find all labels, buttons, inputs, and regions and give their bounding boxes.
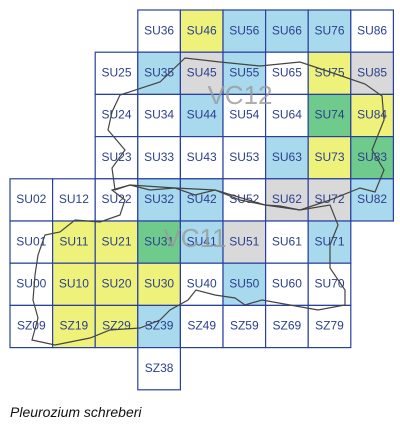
grid-square [137,136,182,180]
grid-label: SU51 [229,234,259,248]
grid-label: SU46 [187,23,217,37]
grid-label: SU40 [187,276,217,290]
grid-label: SU45 [187,65,217,79]
grid-square [9,262,54,307]
grid-square [179,262,224,307]
grid-label: SU24 [101,108,131,122]
region-label: VC11 [163,223,226,253]
grid-label: SU84 [357,108,387,122]
grid-square [350,9,394,53]
grid-label: SU32 [144,192,174,206]
grid-label: SU44 [187,108,217,122]
grid-label: SU71 [314,234,344,248]
grid-label: SZ09 [17,319,46,333]
grid-square [51,304,96,349]
grid-square [51,178,96,222]
grid-square [9,220,54,264]
grid-label: SU63 [272,150,302,164]
grid-label: SU86 [357,23,387,37]
grid-square [179,9,224,53]
grid-square [179,304,224,349]
grid-label: SU33 [144,150,174,164]
grid-label: SU74 [314,108,344,122]
grid-label: SU62 [272,192,302,206]
grid-square [137,347,182,391]
grid-label: SU20 [101,276,131,290]
grid-square [9,304,54,349]
grid-label: SU11 [59,234,88,248]
grid-square [265,262,309,307]
grid-label: SU23 [101,150,131,164]
grid-square [222,51,267,96]
grid-square [222,262,267,307]
grid-label: SU60 [272,276,302,290]
grid-square [307,304,352,349]
grid-label: SU70 [314,276,344,290]
grid-label: SZ59 [230,319,259,333]
grid-label: SU10 [59,276,89,290]
grid-label: SU25 [101,65,131,79]
grid-label: SU83 [357,150,387,164]
grid-label: SU01 [16,234,46,248]
grid-label: SU56 [229,23,259,37]
grid-label: SZ69 [273,319,302,333]
grid-square [307,93,352,138]
grid-label: SU85 [357,65,387,79]
grid-label: SU61 [272,234,302,248]
grid-square [94,136,139,180]
grid-label: SU12 [59,192,89,206]
region-label: VC12 [207,80,272,110]
grid-label: SU30 [144,276,174,290]
grid-label: SZ79 [315,319,344,333]
grid-label: SU34 [144,108,174,122]
county-boundary [107,57,385,211]
grid-label: SU82 [357,192,387,206]
grid-square [265,93,309,138]
grid-square [179,136,224,180]
grid-square [94,304,139,349]
grid-square [350,136,394,180]
grid-label: SU02 [16,192,46,206]
grid-square [137,304,182,349]
grid-label: SU42 [187,192,217,206]
grid-square [179,93,224,138]
grid-square [51,262,96,307]
grid-label: SU36 [144,23,174,37]
grid-label: SU21 [101,234,131,248]
grid-label: SU65 [272,65,302,79]
grid-label: SZ38 [145,361,174,375]
grid-square [137,9,182,53]
grid-square [307,51,352,96]
county-boundary [31,184,346,346]
caption: Pleurozium schreberi [10,404,142,420]
grid-label: SU55 [229,65,259,79]
grid-square [222,220,267,264]
grid-label: SU31 [144,234,174,248]
grid-label: SZ49 [187,319,216,333]
grid-label: SU54 [229,108,259,122]
grid-label: SU41 [187,234,217,248]
grid-square [350,178,394,222]
grid-label: SZ39 [145,319,174,333]
grid-square [9,178,54,222]
grid-label: SZ29 [102,319,131,333]
grid-label: SU64 [272,108,302,122]
grid-square [137,262,182,307]
grid-square [94,262,139,307]
grid-square [265,304,309,349]
grid-label: SU43 [187,150,217,164]
grid-square [307,262,352,307]
grid-square [222,93,267,138]
grid-label: SU00 [16,276,46,290]
grid-label: SU73 [314,150,344,164]
grid-label: SU53 [229,150,259,164]
grid-label: SU66 [272,23,302,37]
grid-label: SZ19 [60,319,89,333]
grid-label: SU76 [314,23,344,37]
grid-label: SU50 [229,276,259,290]
grid-square [350,93,394,138]
